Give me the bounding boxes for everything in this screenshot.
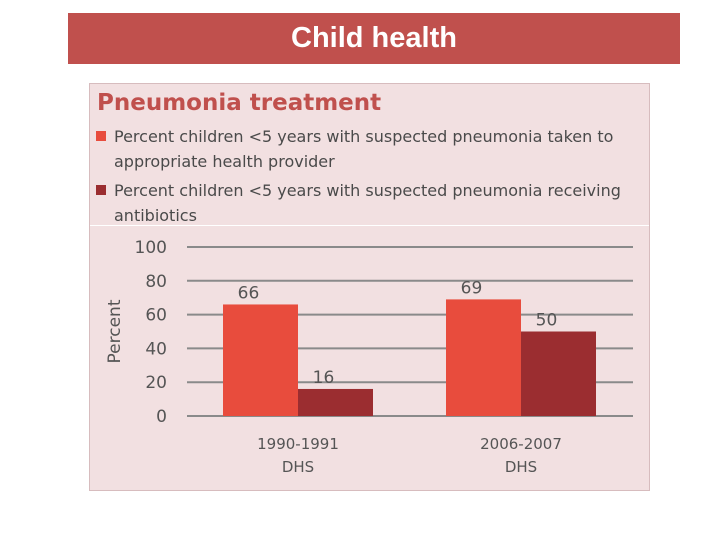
chart-panel: Pneumonia treatment Percent children <5 … xyxy=(89,83,650,491)
legend-label-series-1: Percent children <5 years with suspected… xyxy=(114,127,614,171)
bar-chart: 0 20 40 60 80 100 Percent 66 16 1990-1991 DHS 69 50 2… xyxy=(105,238,633,476)
x-tick-label-c1-line1: 1990-1991 xyxy=(257,435,339,453)
y-tick-label-20: 20 xyxy=(145,373,167,393)
x-tick-label-c2-line2: DHS xyxy=(505,458,537,476)
legend-item-series-2: Percent children <5 years with suspected… xyxy=(96,178,644,228)
y-tick-label-60: 60 xyxy=(145,306,167,326)
legend-label-series-2: Percent children <5 years with suspected… xyxy=(114,181,621,225)
legend-divider xyxy=(90,225,649,226)
bar-s1-c1 xyxy=(223,304,298,416)
x-tick-label-c2-line1: 2006-2007 xyxy=(480,435,562,453)
data-label-s1-c1: 66 xyxy=(238,283,260,303)
data-label-s2-c2: 50 xyxy=(536,311,558,331)
legend-swatch-series-1 xyxy=(96,131,106,141)
legend-item-series-1: Percent children <5 years with suspected… xyxy=(96,124,644,174)
x-tick-label-c1-line2: DHS xyxy=(282,458,314,476)
y-tick-label-100: 100 xyxy=(135,238,167,258)
slide-title: Child health xyxy=(68,13,680,64)
legend: Percent children <5 years with suspected… xyxy=(96,124,644,232)
chart-title: Pneumonia treatment xyxy=(97,90,382,116)
data-label-s1-c2: 69 xyxy=(461,278,483,298)
legend-swatch-series-2 xyxy=(96,185,106,195)
y-tick-label-80: 80 xyxy=(145,272,167,292)
bar-s2-c2 xyxy=(521,331,596,416)
bar-s1-c2 xyxy=(446,299,521,416)
y-axis-title: Percent xyxy=(105,299,125,363)
y-tick-label-0: 0 xyxy=(156,407,167,427)
bar-s2-c1 xyxy=(298,388,373,416)
data-label-s2-c1: 16 xyxy=(313,368,335,388)
y-tick-label-40: 40 xyxy=(145,339,167,359)
